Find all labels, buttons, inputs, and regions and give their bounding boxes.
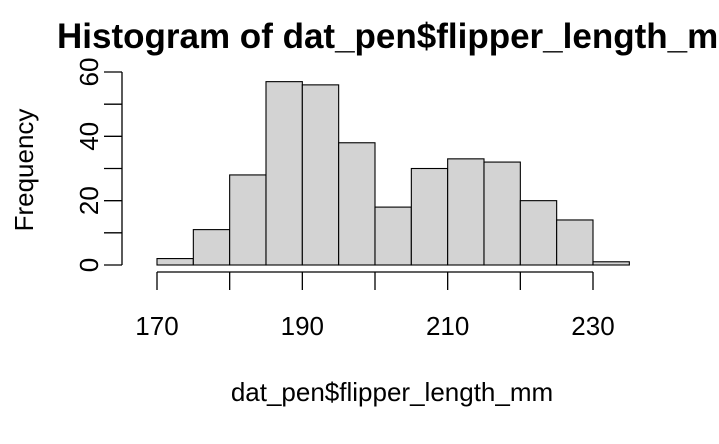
x-tick-label: 210: [426, 311, 469, 341]
histogram-bar: [592, 261, 630, 266]
histogram-bar: [229, 174, 267, 266]
histogram-bar: [374, 206, 412, 266]
x-tick-label: 170: [135, 311, 178, 341]
histogram-bar: [338, 142, 376, 266]
histogram-bar: [410, 167, 449, 266]
histogram-bar: [519, 200, 558, 266]
histogram-bar: [301, 84, 340, 266]
chart-title: Histogram of dat_pen$flipper_length_mm: [57, 17, 719, 56]
y-tick-label: 60: [74, 58, 104, 87]
y-tick-label: 0: [74, 258, 104, 272]
histogram-bar: [156, 258, 194, 266]
histogram-bar: [447, 158, 485, 266]
histogram-bar: [483, 161, 521, 266]
bars-group: [156, 81, 630, 266]
y-axis-label: Frequency: [9, 109, 39, 232]
y-tick-label: 20: [74, 186, 104, 215]
histogram-bar: [556, 219, 594, 266]
y-axis: 0 20 40 60: [74, 58, 123, 272]
x-axis: 170 190 210 230: [135, 271, 615, 341]
y-tick-label: 40: [74, 122, 104, 151]
x-axis-label: dat_pen$flipper_length_mm: [231, 377, 553, 407]
x-tick-label: 190: [281, 311, 324, 341]
histogram-bar: [265, 81, 303, 266]
histogram-bar: [192, 229, 231, 266]
x-tick-label: 230: [571, 311, 614, 341]
